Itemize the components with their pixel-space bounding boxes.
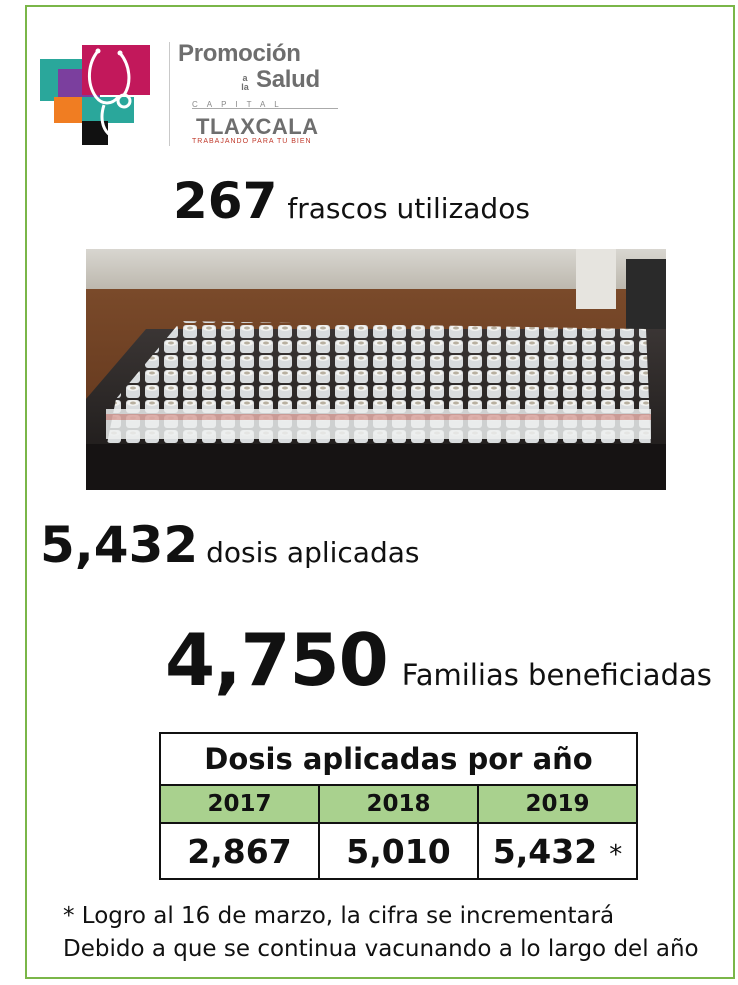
familias-number: 4,750 [165, 618, 389, 702]
frascos-label: frascos utilizados [287, 192, 530, 225]
dosis-number: 5,432 [40, 516, 199, 574]
value-2019: 5,432 [492, 831, 598, 871]
familias-label: Familias beneficiadas [401, 658, 712, 692]
health-promotion-logo-icon [40, 43, 150, 147]
logo-a-la: a la [241, 73, 249, 92]
vials-photo [86, 249, 666, 490]
logo-wordmark: Promoción a la Salud CAPITAL TLAXCALA TR… [178, 40, 348, 150]
footnote-line-2: Debido a que se continua vacunando a lo … [63, 936, 699, 962]
value-2018: 5,010 [346, 831, 451, 871]
year-2017-header: 2017 [159, 784, 320, 824]
logo-rule [192, 108, 338, 109]
logo-capital: CAPITAL [192, 100, 288, 109]
value-2017: 2,867 [187, 831, 292, 871]
footnote-asterisk: * [609, 839, 623, 870]
year-2019-header: 2019 [477, 784, 638, 824]
value-2017-cell: 2,867 [159, 822, 320, 880]
table-header-row: 2017 2018 2019 [159, 784, 638, 824]
logo-tagline: TRABAJANDO PARA TU BIEN [192, 138, 312, 145]
year-2018-header: 2018 [318, 784, 479, 824]
familias-stat: 4,750 Familias beneficiadas [165, 618, 712, 702]
logo-tlaxcala: TLAXCALA [196, 114, 319, 139]
footnote: * Logro al 16 de marzo, la cifra se incr… [63, 900, 699, 966]
page-border [25, 5, 735, 979]
logo-divider [169, 42, 170, 146]
dosis-label: dosis aplicadas [206, 536, 420, 569]
table-title: Dosis aplicadas por año [159, 732, 638, 786]
footnote-line-1: * Logro al 16 de marzo, la cifra se incr… [63, 903, 615, 929]
value-2018-cell: 5,010 [318, 822, 479, 880]
dosis-stat: 5,432 dosis aplicadas [40, 516, 419, 574]
logo-salud: Salud [256, 66, 320, 93]
logo-promocion: Promoción [178, 40, 301, 67]
frascos-stat: 267 frascos utilizados [173, 172, 530, 230]
doses-per-year-table: Dosis aplicadas por año 2017 2018 2019 2… [159, 732, 638, 880]
table-row: 2,867 5,010 5,432 * [159, 822, 638, 880]
frascos-number: 267 [173, 172, 278, 230]
value-2019-cell: 5,432 * [477, 822, 638, 880]
